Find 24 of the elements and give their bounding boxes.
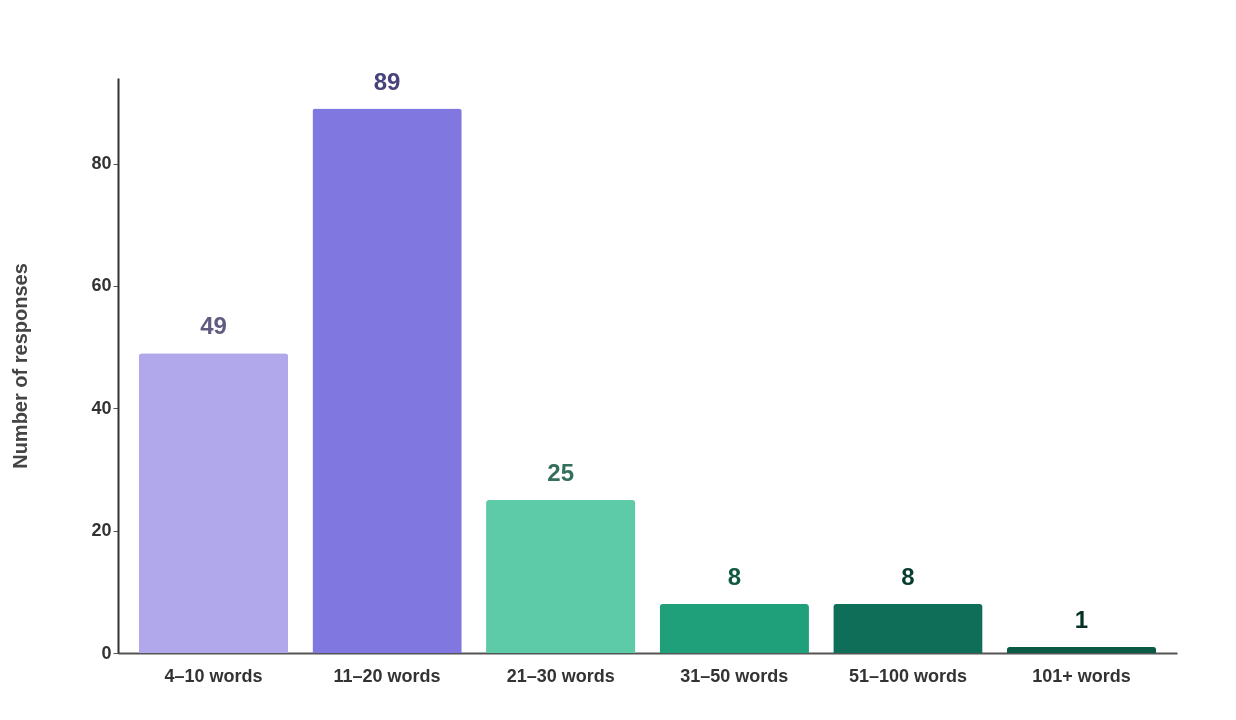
y-tick-label: 40: [91, 397, 112, 418]
x-tick-label: 51–100 words: [848, 665, 967, 686]
bar: [659, 604, 809, 653]
data-label: 49: [200, 312, 227, 340]
x-tick-label: 21–30 words: [506, 665, 615, 686]
bar: [138, 353, 289, 653]
y-tick-label: 60: [91, 275, 112, 296]
x-tick-label: 4–10 words: [164, 665, 263, 686]
data-label: 8: [727, 563, 741, 591]
y-tick-label: 20: [91, 520, 112, 541]
x-tick-label: 11–20 words: [333, 665, 441, 686]
bar: [833, 604, 983, 653]
y-axis-title: Number of responses: [9, 263, 32, 469]
bar: [312, 108, 462, 653]
data-label: 8: [901, 563, 915, 591]
y-tick-label: 0: [101, 642, 112, 663]
data-label: 89: [373, 67, 401, 95]
x-tick-label: 31–50 words: [680, 665, 789, 686]
data-label: 1: [1074, 605, 1089, 633]
bar: [1006, 646, 1157, 653]
y-tick-label: 80: [91, 153, 112, 174]
data-label: 25: [547, 459, 575, 487]
x-tick-label: 101+ words: [1032, 665, 1131, 686]
bar: [486, 500, 636, 653]
